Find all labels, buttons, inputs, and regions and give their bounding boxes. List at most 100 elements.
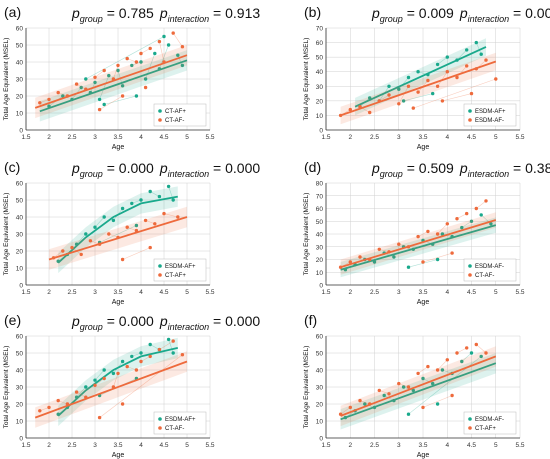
data-point [70,245,74,250]
trajectory-line [99,354,183,418]
y-tick-label: 20 [316,402,324,409]
data-point [171,351,175,355]
trajectory-line [159,41,165,63]
panel-label: (d) [304,159,321,175]
y-tick-label: 60 [16,26,24,33]
y-tick-label: 10 [16,419,24,426]
data-point [162,211,166,216]
x-tick-label: 5.5 [515,289,524,296]
y-tick-label: 70 [316,26,324,33]
x-tick-label: 4 [445,134,449,141]
series-1 [34,339,188,428]
y-tick-label: 40 [16,60,24,67]
data-point [348,405,352,410]
data-point [450,251,454,255]
data-point [494,77,498,81]
x-tick-label: 3 [397,289,401,296]
data-point [84,385,88,389]
data-point [134,368,139,372]
trajectory-line [422,378,433,384]
x-tick-label: 4.5 [467,134,476,141]
data-point [171,339,175,343]
data-point [406,265,411,269]
data-point [469,351,474,355]
data-point [455,75,459,80]
data-point [484,351,488,355]
trajectory-line [94,378,105,386]
p-group-subscript: group [80,14,103,24]
p-group-symbol: p [71,313,80,329]
legend-marker [158,426,162,430]
trajectory-line [437,71,448,87]
p-interaction-value: = 0.389 [509,160,550,176]
trajectory-line [417,366,429,374]
data-point [479,213,483,217]
trajectory-line [422,395,453,408]
trajectory-line [398,77,409,90]
fit-line [340,219,497,269]
x-tick-label: 5 [494,442,498,449]
p-group-value: = 0.000 [103,160,154,176]
y-tick-label: 10 [316,113,324,120]
data-point [125,225,129,229]
y-tick-label: 50 [16,198,24,205]
legend-label: CT-AF+ [475,426,496,432]
x-tick-label: 2.5 [370,289,379,296]
p-value-header: pgroup = 0.000 pinteraction = 0.000 [71,160,260,179]
data-point [125,56,129,61]
trajectory-line [76,386,87,398]
x-tick-label: 5.5 [205,442,214,449]
data-point [74,82,79,86]
data-point [440,99,445,103]
data-point [166,184,171,189]
p-interaction-value: = 0.000 [209,160,260,176]
data-point [116,63,120,68]
data-point [368,110,372,115]
data-point [435,257,440,262]
legend-box [153,258,207,282]
trajectory-line [122,247,151,260]
p-group-subscript: group [380,14,403,24]
x-tick-label: 2.5 [67,442,76,449]
data-point [387,93,391,97]
fit-line [340,60,497,117]
data-point [406,75,411,80]
legend-label: ESDM-AF- [475,264,504,270]
data-point [426,229,430,234]
trajectory-line [461,352,472,362]
data-point [148,354,152,359]
legend-marker [468,426,472,430]
data-point [130,63,134,68]
data-point [38,409,42,413]
p-interaction-value: = 0.000 [209,313,260,329]
legend-marker [158,118,162,122]
data-point [84,77,88,81]
x-axis-label: Age [112,144,125,151]
p-interaction-value: = 0.003 [509,5,550,21]
data-point [416,234,420,239]
data-point [97,415,102,420]
data-point [139,198,143,202]
x-tick-label: 5 [494,289,498,296]
x-tick-label: 3 [93,134,97,141]
data-point [143,218,148,223]
trajectory-line [476,200,487,209]
x-tick-label: 4 [139,289,143,296]
y-tick-label: 30 [316,84,324,91]
confidence-band [58,186,178,274]
data-point [166,43,171,47]
data-point [180,353,185,357]
p-value-header: pgroup = 0.785 pinteraction = 0.913 [71,5,260,24]
data-point [148,189,152,194]
x-tick-label: 3 [397,442,401,449]
y-tick-label: 20 [316,98,324,105]
data-point [435,402,440,406]
data-point [431,381,435,386]
data-point [387,392,391,396]
fit-line [34,360,188,419]
legend-marker [468,109,472,113]
legend-label: CT-AF- [475,273,494,279]
y-axis-label: Total Age Equivalent (MSEL) [303,193,310,276]
x-tick-label: 5 [185,289,189,296]
